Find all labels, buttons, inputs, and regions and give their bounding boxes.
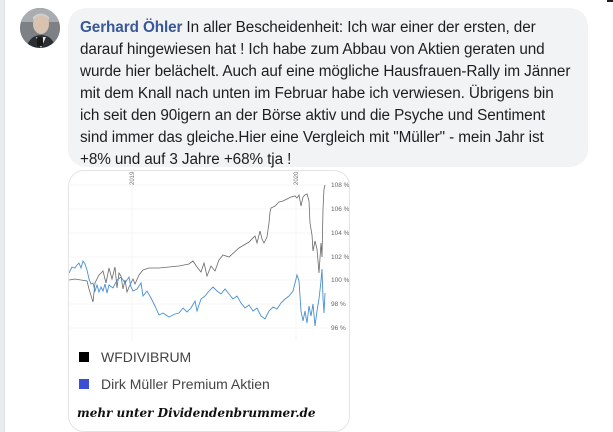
- legend-swatch-black-icon: [79, 351, 89, 362]
- series-wfdivibrum-line: [69, 184, 326, 303]
- legend-label: Dirk Müller Premium Aktien: [101, 375, 270, 392]
- comment-author-link[interactable]: Gerhard Öhler: [80, 19, 183, 36]
- ytick-106: 106 %: [331, 206, 350, 213]
- legend-swatch-blue-icon: [79, 378, 89, 389]
- legend-item-dirk-mueller: Dirk Müller Premium Aktien: [79, 370, 270, 397]
- left-panel-border: [0, 0, 5, 432]
- x-marker-2020: 2020: [294, 171, 300, 185]
- ytick-100: 100 %: [331, 277, 350, 284]
- ytick-104: 104 %: [331, 230, 350, 237]
- source-note: mehr unter Dividendenbrummer.de: [77, 406, 316, 420]
- comment-body: Gerhard Öhler In aller Bescheidenheit: Ic…: [80, 17, 576, 171]
- series-dirk-mueller-line: [69, 259, 326, 327]
- legend-item-wfdivibrum: WFDIVIBRUM: [79, 343, 270, 370]
- avatar[interactable]: [20, 8, 60, 48]
- profile-photo-icon: [20, 8, 60, 48]
- corner-mark: [607, 0, 613, 2]
- attached-image[interactable]: 2019 2020 108 % 106 % 104 % 102 % 100 % …: [68, 170, 350, 432]
- ytick-96: 96 %: [331, 325, 346, 332]
- x-marker-2019: 2019: [130, 171, 136, 185]
- ytick-108: 108 %: [331, 182, 350, 189]
- ytick-98: 98 %: [331, 301, 346, 308]
- ytick-102: 102 %: [331, 254, 350, 261]
- gridlines: [69, 171, 327, 341]
- legend-label: WFDIVIBRUM: [101, 348, 192, 365]
- chart-legend: WFDIVIBRUM Dirk Müller Premium Aktien: [79, 343, 270, 397]
- performance-chart: 2019 2020 108 % 106 % 104 % 102 % 100 % …: [69, 171, 350, 341]
- y-axis-labels: 108 % 106 % 104 % 102 % 100 % 98 % 96 %: [331, 182, 350, 332]
- comment-text: In aller Bescheidenheit: Ich war einer d…: [80, 19, 571, 168]
- comment-bubble: Gerhard Öhler In aller Bescheidenheit: Ic…: [68, 8, 588, 168]
